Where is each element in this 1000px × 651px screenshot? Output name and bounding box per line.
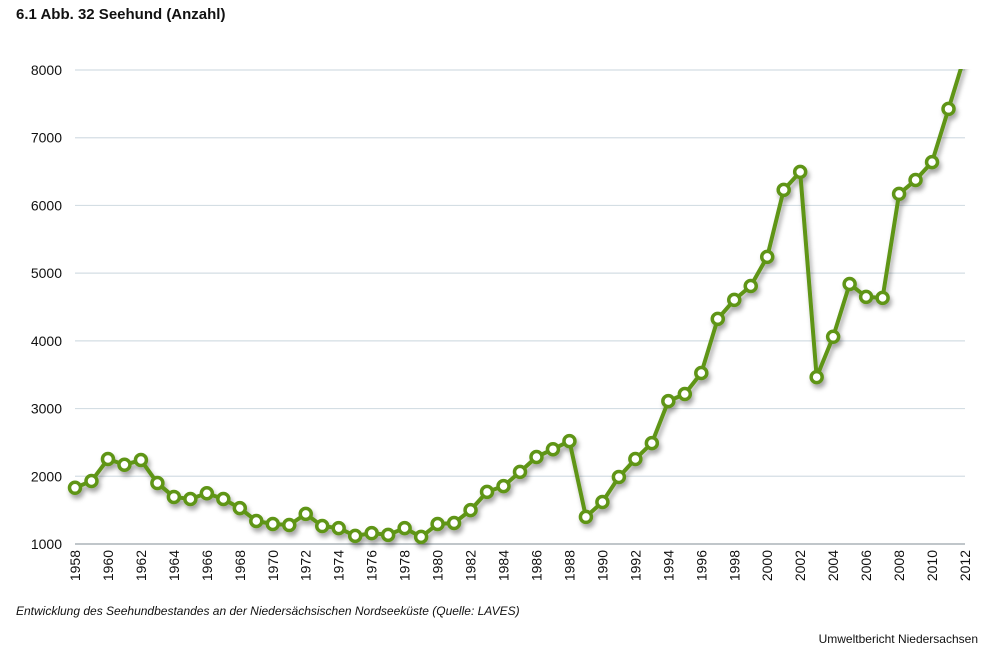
x-tick-label: 1978 [397, 550, 413, 581]
x-tick-label: 2002 [792, 550, 808, 581]
x-tick-label: 1962 [133, 550, 149, 581]
data-point [496, 478, 511, 494]
data-point [413, 529, 429, 545]
data-point [611, 469, 627, 485]
x-tick-label: 1974 [331, 550, 347, 581]
data-point [232, 500, 248, 516]
x-tick-label: 1998 [726, 550, 742, 581]
x-tick-label: 2010 [924, 550, 940, 581]
data-point [430, 516, 445, 532]
data-point [842, 276, 857, 292]
data-point [628, 451, 643, 467]
data-point [644, 435, 660, 451]
data-point [84, 473, 99, 489]
y-tick-label: 8000 [31, 62, 62, 78]
y-tick-label: 7000 [31, 130, 62, 146]
data-point [710, 311, 726, 327]
data-point [298, 506, 313, 522]
data-point [677, 386, 693, 402]
data-point [183, 491, 198, 507]
data-point [694, 365, 709, 381]
x-tick-label: 1986 [528, 550, 544, 581]
data-point [578, 509, 594, 525]
chart-caption: Entwicklung des Seehundbestandes an der … [16, 604, 520, 618]
data-point [825, 329, 841, 345]
x-tick-label: 1972 [298, 550, 314, 581]
x-tick-label: 2012 [957, 550, 973, 581]
x-tick-label: 1970 [265, 550, 281, 581]
x-tick-label: 1966 [199, 550, 215, 581]
data-point [479, 484, 495, 500]
x-tick-label: 1968 [232, 550, 248, 581]
chart-title: 6.1 Abb. 32 Seehund (Anzahl) [16, 6, 226, 23]
data-point [331, 520, 346, 536]
data-point [661, 393, 676, 409]
x-tick-label: 1996 [693, 550, 709, 581]
x-tick-label: 1976 [364, 550, 380, 581]
x-tick-label: 1988 [561, 550, 577, 581]
data-point [150, 475, 165, 491]
data-point [117, 457, 132, 473]
y-tick-label: 3000 [31, 401, 62, 417]
data-point [100, 451, 116, 467]
x-tick-label: 2000 [759, 550, 775, 581]
data-point [941, 101, 956, 117]
data-point [891, 186, 907, 202]
x-tick-label: 1958 [67, 550, 83, 581]
x-tick-label: 2004 [825, 550, 841, 581]
y-tick-label: 6000 [31, 197, 62, 213]
data-point [908, 172, 923, 188]
data-point [314, 518, 330, 534]
y-tick-label: 5000 [31, 265, 62, 281]
data-point [446, 515, 462, 531]
x-tick-label: 1982 [463, 550, 479, 581]
data-point [776, 182, 791, 198]
x-tick-label: 1994 [660, 550, 676, 581]
data-point [166, 489, 182, 505]
data-point [282, 517, 297, 533]
data-point [67, 480, 83, 496]
data-point [727, 292, 742, 308]
x-tick-label: 1990 [594, 550, 610, 581]
x-tick-label: 2006 [858, 550, 874, 581]
x-tick-label: 1984 [496, 550, 512, 581]
x-tick-label: 1964 [166, 550, 182, 581]
data-point [249, 513, 264, 529]
series-line [74, 69, 963, 539]
data-point [759, 249, 775, 265]
data-point [397, 520, 412, 536]
data-point [199, 485, 215, 501]
data-point [858, 289, 874, 305]
data-point [133, 452, 149, 468]
data-point [924, 154, 940, 170]
data-point [529, 449, 544, 465]
data-point [809, 369, 824, 385]
data-point [463, 502, 478, 518]
data-point [512, 464, 528, 480]
data-point [380, 527, 396, 543]
data-point [792, 164, 808, 180]
y-tick-label: 1000 [31, 536, 62, 552]
data-point [875, 290, 890, 306]
data-point [545, 441, 561, 457]
x-tick-label: 1960 [100, 550, 116, 581]
y-tick-label: 4000 [31, 333, 62, 349]
data-point [743, 278, 758, 294]
data-point [347, 528, 363, 544]
x-tick-label: 1992 [627, 550, 643, 581]
x-tick-label: 2008 [891, 550, 907, 581]
x-tick-label: 1980 [430, 550, 446, 581]
data-point [216, 491, 231, 507]
y-tick-label: 2000 [31, 468, 62, 484]
source-note: Umweltbericht Niedersachsen [818, 632, 978, 646]
data-point [562, 433, 577, 449]
data-point [265, 516, 281, 532]
data-point [364, 525, 379, 541]
data-point [595, 494, 610, 510]
